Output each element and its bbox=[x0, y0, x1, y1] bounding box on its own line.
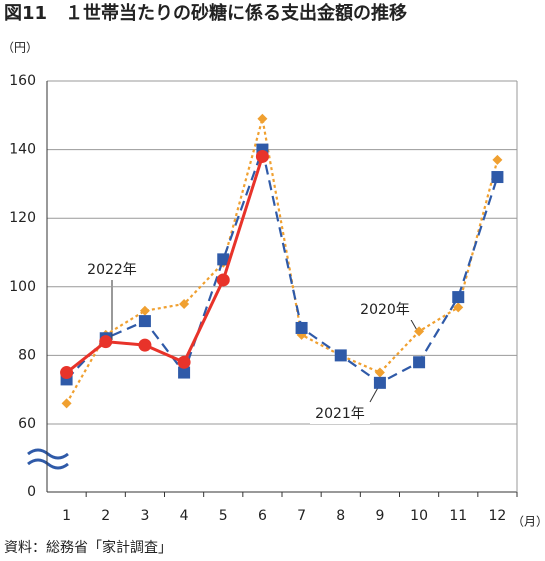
y-tick-label: 140 bbox=[9, 142, 36, 158]
label-bg bbox=[310, 404, 370, 424]
y-tick-label: 100 bbox=[9, 279, 36, 295]
series-label: 2021年 bbox=[315, 406, 365, 422]
x-tick-label: 4 bbox=[180, 508, 189, 524]
marker bbox=[178, 366, 191, 379]
marker bbox=[179, 298, 190, 309]
y-tick-label: 80 bbox=[18, 347, 36, 363]
marker bbox=[374, 367, 385, 378]
x-tick-label: 9 bbox=[375, 508, 384, 524]
marker bbox=[138, 338, 152, 352]
marker bbox=[373, 376, 386, 389]
x-tick-label: 7 bbox=[297, 508, 306, 524]
x-tick-label: 3 bbox=[140, 508, 149, 524]
x-tick-label: 8 bbox=[336, 508, 345, 524]
label-bg bbox=[82, 260, 142, 280]
marker bbox=[61, 398, 72, 409]
marker bbox=[60, 373, 73, 386]
series-label: 2022年 bbox=[87, 262, 137, 278]
marker bbox=[295, 321, 308, 334]
y-axis-label: （円） bbox=[2, 41, 38, 55]
x-tick-label: 5 bbox=[219, 508, 228, 524]
marker bbox=[99, 335, 113, 349]
y-tick-label: 120 bbox=[9, 210, 36, 226]
marker bbox=[414, 326, 425, 337]
label-bg bbox=[355, 300, 415, 320]
x-tick-label: 1 bbox=[62, 508, 71, 524]
x-tick-label: 11 bbox=[449, 508, 467, 524]
y-tick-label: 160 bbox=[9, 73, 36, 89]
x-tick-label: 12 bbox=[489, 508, 507, 524]
marker bbox=[453, 302, 464, 313]
x-tick-label: 10 bbox=[410, 508, 428, 524]
marker bbox=[491, 171, 504, 184]
marker bbox=[139, 305, 150, 316]
marker bbox=[257, 113, 268, 124]
axis-break bbox=[27, 448, 69, 470]
series-label: 2020年 bbox=[360, 302, 410, 318]
y-tick-label: 60 bbox=[18, 416, 36, 432]
marker bbox=[217, 253, 230, 266]
leaders bbox=[111, 280, 419, 403]
marker bbox=[60, 366, 74, 380]
chart-title: 図11 １世帯当たりの砂糖に係る支出金額の推移 bbox=[4, 2, 407, 24]
marker bbox=[216, 273, 230, 287]
y-tick-label: 0 bbox=[27, 484, 36, 500]
x-tick-label: 6 bbox=[258, 508, 267, 524]
marker bbox=[177, 355, 191, 369]
marker bbox=[255, 149, 269, 163]
x-tick-label: 2 bbox=[101, 508, 110, 524]
series-line bbox=[65, 156, 264, 374]
series-line bbox=[65, 118, 499, 404]
marker bbox=[452, 291, 465, 304]
marker bbox=[492, 154, 503, 165]
x-axis-label: （月） bbox=[512, 515, 545, 529]
marker bbox=[413, 356, 426, 369]
source: 資料：総務省「家計調査」 bbox=[4, 539, 172, 556]
marker bbox=[334, 349, 347, 362]
marker bbox=[138, 315, 151, 328]
